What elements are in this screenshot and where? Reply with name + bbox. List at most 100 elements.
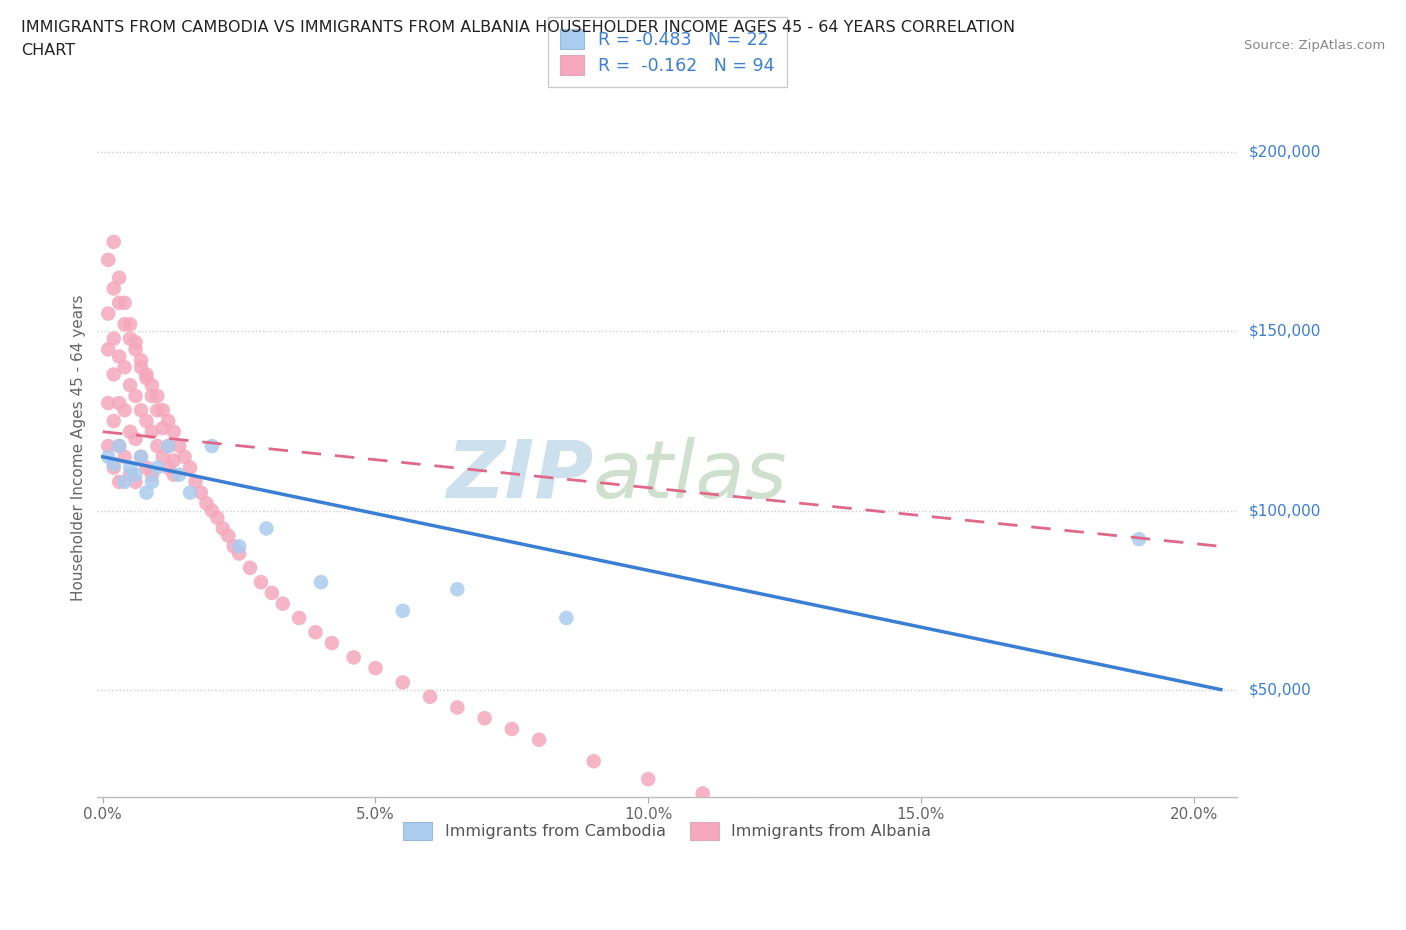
Point bbox=[103, 457, 125, 472]
Point bbox=[120, 378, 142, 392]
Point bbox=[141, 424, 163, 439]
Point bbox=[157, 439, 180, 454]
Point bbox=[391, 675, 413, 690]
Point bbox=[800, 807, 823, 822]
Point bbox=[692, 786, 714, 801]
Point bbox=[217, 528, 239, 543]
Point bbox=[135, 414, 157, 429]
Point bbox=[103, 414, 125, 429]
Point bbox=[114, 403, 136, 418]
Point bbox=[108, 439, 131, 454]
Point bbox=[97, 252, 120, 267]
Point bbox=[129, 352, 152, 367]
Point bbox=[179, 485, 201, 500]
Point bbox=[141, 474, 163, 489]
Point bbox=[129, 449, 152, 464]
Point bbox=[97, 306, 120, 321]
Point bbox=[97, 449, 120, 464]
Point bbox=[135, 370, 157, 385]
Point bbox=[271, 596, 294, 611]
Point bbox=[260, 586, 283, 601]
Text: CHART: CHART bbox=[21, 43, 75, 58]
Point bbox=[747, 797, 769, 812]
Point bbox=[114, 474, 136, 489]
Point bbox=[114, 296, 136, 311]
Point bbox=[120, 317, 142, 332]
Point bbox=[228, 546, 250, 561]
Point bbox=[141, 389, 163, 404]
Point bbox=[124, 335, 146, 350]
Point bbox=[965, 832, 987, 847]
Point bbox=[343, 650, 366, 665]
Point bbox=[321, 635, 343, 650]
Text: ZIP: ZIP bbox=[446, 437, 593, 515]
Point bbox=[288, 610, 311, 625]
Point bbox=[120, 331, 142, 346]
Point bbox=[108, 349, 131, 364]
Point bbox=[391, 604, 413, 618]
Text: $50,000: $50,000 bbox=[1249, 682, 1310, 698]
Point bbox=[195, 496, 218, 511]
Point bbox=[146, 460, 169, 475]
Y-axis label: Householder Income Ages 45 - 64 years: Householder Income Ages 45 - 64 years bbox=[72, 295, 86, 601]
Point bbox=[152, 403, 174, 418]
Point bbox=[141, 378, 163, 392]
Point bbox=[254, 521, 277, 536]
Point bbox=[555, 610, 578, 625]
Point bbox=[146, 389, 169, 404]
Point bbox=[239, 561, 262, 576]
Point bbox=[855, 818, 877, 833]
Point bbox=[157, 414, 180, 429]
Point bbox=[157, 460, 180, 475]
Text: IMMIGRANTS FROM CAMBODIA VS IMMIGRANTS FROM ALBANIA HOUSEHOLDER INCOME AGES 45 -: IMMIGRANTS FROM CAMBODIA VS IMMIGRANTS F… bbox=[21, 20, 1015, 35]
Point bbox=[124, 467, 146, 482]
Point bbox=[152, 449, 174, 464]
Point bbox=[97, 342, 120, 357]
Point bbox=[190, 485, 212, 500]
Point bbox=[228, 538, 250, 553]
Text: $200,000: $200,000 bbox=[1249, 145, 1320, 160]
Point bbox=[120, 467, 142, 482]
Point bbox=[184, 474, 207, 489]
Point bbox=[108, 474, 131, 489]
Text: atlas: atlas bbox=[593, 437, 787, 515]
Point bbox=[211, 521, 233, 536]
Point bbox=[527, 732, 550, 747]
Point bbox=[124, 432, 146, 446]
Point bbox=[141, 467, 163, 482]
Point bbox=[163, 424, 186, 439]
Point bbox=[120, 424, 142, 439]
Text: $100,000: $100,000 bbox=[1249, 503, 1320, 518]
Point bbox=[1073, 844, 1095, 858]
Point bbox=[135, 367, 157, 382]
Point bbox=[157, 439, 180, 454]
Point bbox=[250, 575, 273, 590]
Point bbox=[167, 467, 190, 482]
Point bbox=[207, 511, 229, 525]
Point bbox=[135, 485, 157, 500]
Point bbox=[309, 575, 332, 590]
Point bbox=[103, 367, 125, 382]
Point bbox=[103, 281, 125, 296]
Text: Source: ZipAtlas.com: Source: ZipAtlas.com bbox=[1244, 39, 1385, 52]
Point bbox=[474, 711, 496, 725]
Point bbox=[910, 826, 932, 841]
Point bbox=[152, 420, 174, 435]
Point bbox=[103, 234, 125, 249]
Point bbox=[1128, 847, 1150, 862]
Point bbox=[201, 439, 224, 454]
Point bbox=[114, 317, 136, 332]
Point bbox=[163, 467, 186, 482]
Point bbox=[637, 772, 659, 787]
Point bbox=[146, 439, 169, 454]
Point bbox=[129, 403, 152, 418]
Point bbox=[124, 342, 146, 357]
Point bbox=[108, 439, 131, 454]
Point bbox=[124, 474, 146, 489]
Point bbox=[108, 271, 131, 286]
Point bbox=[167, 439, 190, 454]
Point bbox=[419, 689, 441, 704]
Point bbox=[103, 460, 125, 475]
Point bbox=[129, 360, 152, 375]
Point bbox=[179, 460, 201, 475]
